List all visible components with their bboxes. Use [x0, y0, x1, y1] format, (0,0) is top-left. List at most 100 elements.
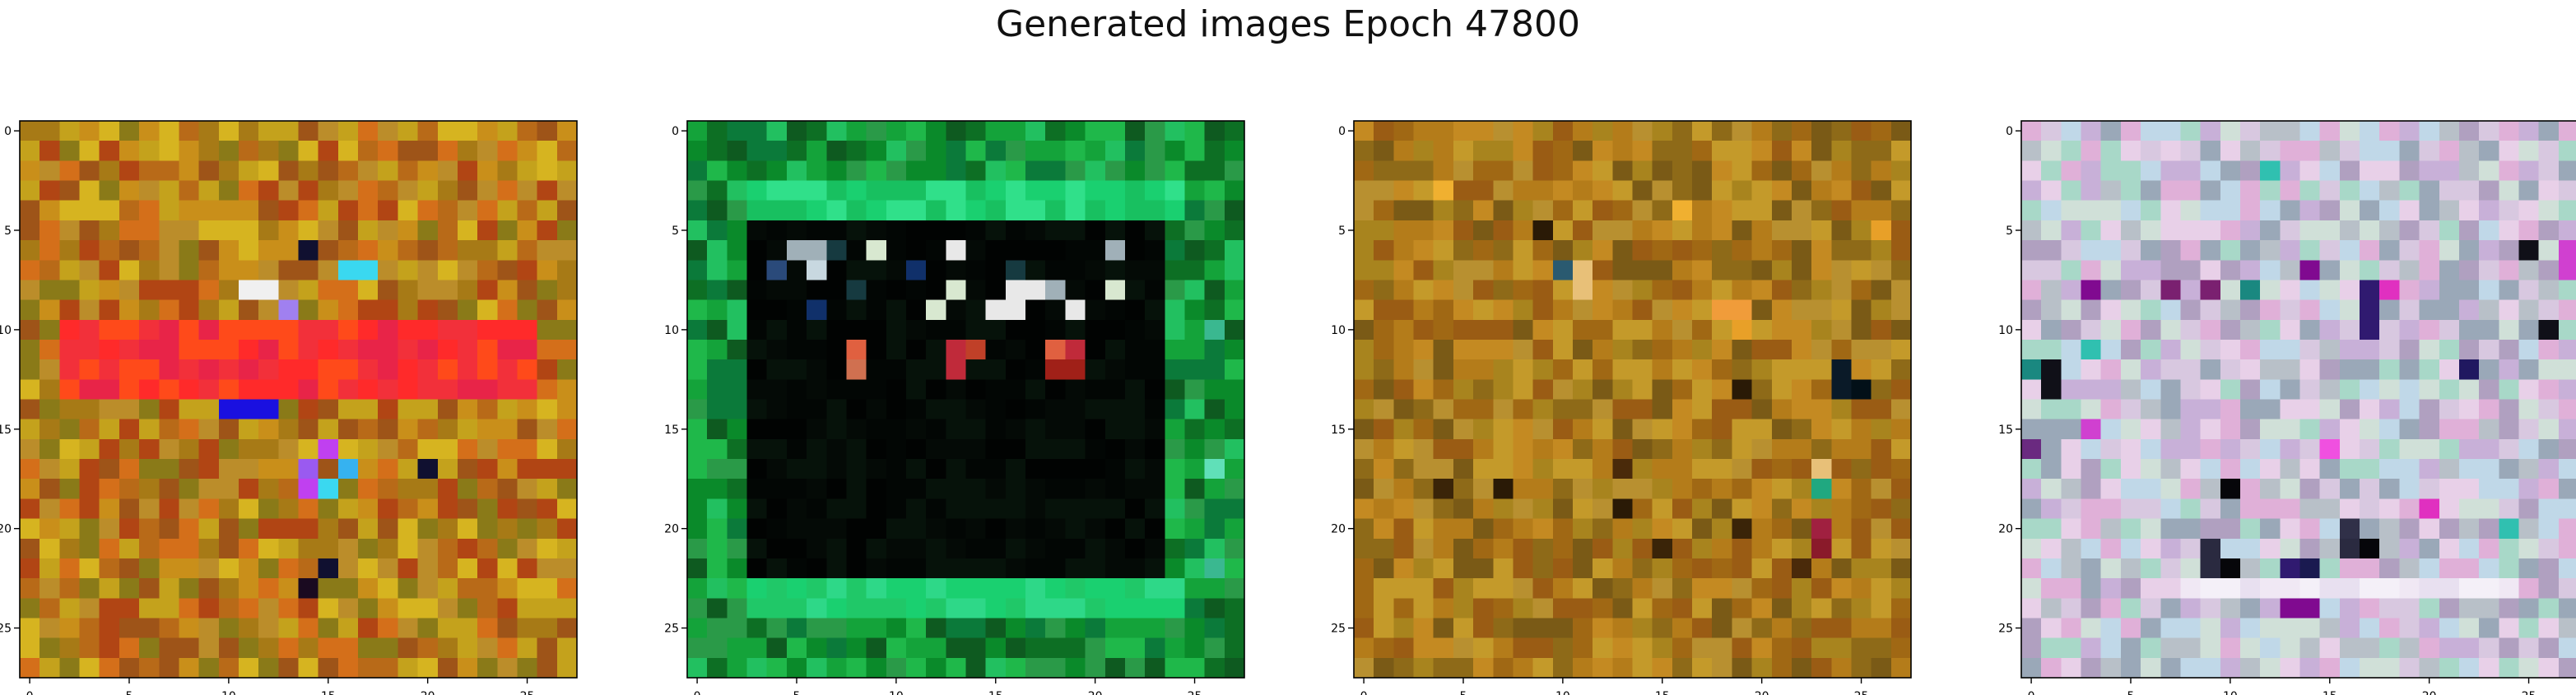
- pixel-cell: [2518, 438, 2540, 460]
- pixel-cell: [846, 200, 867, 221]
- pixel-cell: [2379, 498, 2400, 520]
- pixel-cell: [417, 578, 439, 599]
- pixel-cell: [159, 220, 180, 241]
- pixel-cell: [298, 200, 319, 221]
- pixel-cell: [79, 518, 100, 540]
- pixel-cell: [417, 359, 439, 380]
- pixel-cell: [2360, 160, 2380, 182]
- pixel-cell: [886, 141, 907, 161]
- pixel-cell: [2439, 399, 2460, 420]
- pixel-cell: [2021, 657, 2042, 679]
- pixel-cell: [727, 419, 748, 440]
- x-tick-label: 25: [520, 690, 535, 695]
- pixel-cell: [807, 200, 827, 221]
- pixel-cell: [2100, 359, 2122, 380]
- pixel-cell: [437, 359, 458, 380]
- pixel-cell: [258, 399, 279, 420]
- pixel-cell: [258, 180, 279, 202]
- pixel-cell: [905, 220, 927, 241]
- pixel-cell: [537, 637, 558, 659]
- pixel-cell: [965, 240, 987, 261]
- pixel-cell: [198, 359, 220, 380]
- pixel-cell: [378, 578, 398, 599]
- pixel-cell: [337, 280, 359, 301]
- pixel-cell: [2458, 359, 2480, 380]
- pixel-cell: [2100, 618, 2122, 639]
- pixel-cell: [2081, 180, 2102, 202]
- pixel-cell: [2339, 419, 2360, 440]
- pixel-cell: [99, 319, 120, 341]
- pixel-cell: [358, 379, 379, 401]
- x-tick-label: 5: [2127, 690, 2135, 695]
- pixel-cell: [2120, 379, 2141, 401]
- pixel-cell: [298, 339, 319, 360]
- pixel-cell: [2120, 637, 2141, 659]
- pixel-cell: [318, 459, 339, 480]
- pixel-cell: [1184, 339, 1206, 360]
- pixel-cell: [2220, 220, 2241, 241]
- pixel-cell: [2360, 121, 2380, 141]
- pixel-cell: [398, 299, 419, 321]
- pixel-cell: [2041, 121, 2062, 141]
- pixel-cell: [2041, 240, 2062, 261]
- pixel-cell: [2141, 339, 2161, 360]
- pixel-cell: [517, 220, 538, 241]
- pixel-cell: [2339, 518, 2360, 540]
- pixel-cell: [2499, 578, 2520, 599]
- pixel-cell: [258, 319, 279, 341]
- pixel-cell: [1085, 240, 1106, 261]
- pixel-cell: [2160, 558, 2182, 579]
- pixel-cell: [2458, 399, 2480, 420]
- pixel-cell: [2041, 359, 2062, 380]
- pixel-cell: [318, 160, 339, 182]
- pixel-cell: [378, 459, 398, 480]
- pixel-cell: [2141, 180, 2161, 202]
- pixel-cell: [2141, 220, 2161, 241]
- pixel-cell: [2458, 379, 2480, 401]
- pixel-cell: [2081, 121, 2102, 141]
- pixel-cell: [79, 200, 100, 221]
- pixel-cell: [1045, 260, 1066, 281]
- pixel-cell: [687, 399, 708, 420]
- pixel-cell: [2319, 558, 2341, 579]
- pixel-cell: [59, 220, 81, 241]
- pixel-cell: [2239, 578, 2261, 599]
- pixel-cell: [1005, 399, 1026, 420]
- pixel-cell: [886, 121, 907, 141]
- pixel-cell: [905, 200, 927, 221]
- pixel-cell: [258, 220, 279, 241]
- pixel-cell: [179, 399, 200, 420]
- pixel-cell: [2220, 121, 2241, 141]
- pixel-cell: [985, 121, 1007, 141]
- pixel-cell: [2558, 280, 2576, 301]
- pixel-cell: [556, 657, 578, 679]
- pixel-cell: [119, 598, 140, 619]
- pixel-cell: [786, 121, 807, 141]
- pixel-cell: [278, 538, 300, 559]
- pixel-cell: [417, 438, 439, 460]
- x-tick-label: 10: [221, 690, 236, 695]
- pixel-cell: [318, 299, 339, 321]
- pixel-cell: [1045, 419, 1066, 440]
- pixel-cell: [2100, 180, 2122, 202]
- pixel-cell: [746, 379, 768, 401]
- y-tick-label: 10: [1998, 324, 2013, 337]
- pixel-cell: [2081, 319, 2102, 341]
- pixel-cell: [398, 518, 419, 540]
- pixel-cell: [99, 379, 120, 401]
- pixel-cell: [2120, 518, 2141, 540]
- pixel-cell: [2021, 160, 2042, 182]
- pixel-cell: [2260, 518, 2281, 540]
- pixel-cell: [2518, 319, 2540, 341]
- pixel-cell: [905, 141, 927, 161]
- pixel-cell: [1005, 319, 1026, 341]
- pixel-cell: [378, 280, 398, 301]
- pixel-cell: [497, 637, 518, 659]
- pixel-cell: [886, 379, 907, 401]
- pixel-cell: [99, 578, 120, 599]
- pixel-cell: [497, 419, 518, 440]
- pixel-cell: [2319, 459, 2341, 480]
- pixel-cell: [786, 479, 807, 499]
- pixel-cell: [2141, 637, 2161, 659]
- pixel-cell: [159, 578, 180, 599]
